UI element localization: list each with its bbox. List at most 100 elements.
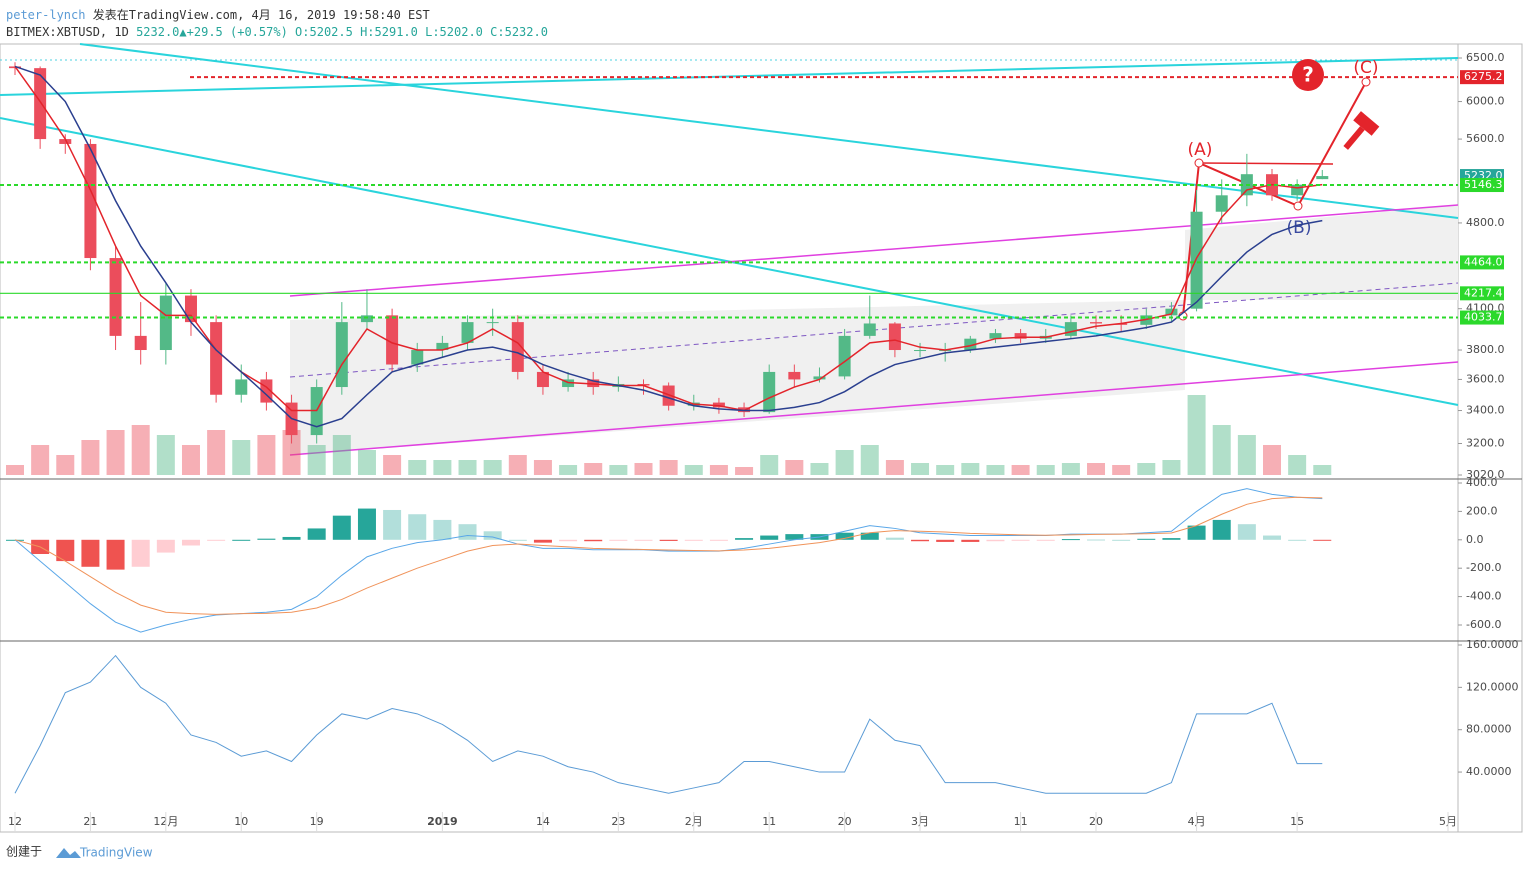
indicator-line: [14, 65, 1323, 428]
close: C:5232.0: [490, 25, 548, 39]
symbol: BITMEX:XBTUSD, 1D: [6, 25, 129, 39]
y-tick-label: 400.0: [1466, 476, 1498, 489]
volume-bar: [735, 467, 754, 475]
price-label-box: [1460, 286, 1504, 301]
candle-body: [235, 379, 248, 395]
candle-body: [159, 295, 172, 351]
volume-bar: [1061, 463, 1080, 475]
wave-point: [1194, 158, 1204, 168]
volume-bar: [508, 455, 527, 475]
trend-line: [79, 43, 1459, 219]
price-label: 4217.4: [1464, 286, 1503, 299]
candle-body: [1291, 184, 1304, 196]
candle-body: [335, 322, 348, 388]
histogram-bar: [860, 532, 879, 540]
header-line-2: BITMEX:XBTUSD, 1D 5232.0▲+29.5 (+0.57%) …: [6, 25, 548, 39]
volume-bar: [584, 463, 603, 475]
volume-bar: [1212, 425, 1231, 475]
indicator-line: [14, 496, 1323, 615]
volume-bar: [1112, 465, 1131, 475]
candle-body: [1090, 322, 1103, 324]
high: H:5291.0: [360, 25, 418, 39]
volume-bar: [760, 455, 779, 475]
volume-bar: [860, 445, 879, 475]
volume-bar: [1137, 463, 1156, 475]
open: O:5202.5: [295, 25, 353, 39]
histogram-bar: [1036, 539, 1055, 541]
candle-body: [436, 342, 449, 351]
candle-body: [1190, 211, 1203, 309]
volume-bar: [634, 463, 653, 475]
price-label: 6275.2: [1464, 70, 1503, 83]
y-tick-label: 6500.0: [1466, 51, 1505, 64]
price-label-box: [1460, 310, 1504, 325]
volume-bar: [785, 460, 804, 475]
y-tick-label: 160.0000: [1466, 638, 1519, 651]
histogram-bar: [634, 539, 653, 541]
candle-body: [1316, 176, 1329, 180]
y-tick-label: 200.0: [1466, 504, 1498, 517]
histogram-bar: [1137, 538, 1156, 540]
histogram-bar: [282, 536, 301, 540]
volume-bar: [961, 463, 980, 475]
candle-body: [134, 335, 147, 351]
y-tick-label: -200.0: [1466, 561, 1501, 574]
histogram-bar: [156, 539, 175, 553]
candle-body: [411, 350, 424, 365]
y-tick-label: 3600.0: [1466, 372, 1505, 385]
volume-bar: [986, 465, 1005, 475]
candle-body: [914, 350, 927, 352]
channel-line: [289, 361, 1459, 456]
histogram-bar: [1288, 539, 1307, 541]
candle-body: [1064, 322, 1077, 336]
histogram-bar: [257, 538, 276, 540]
candle-body: [210, 322, 223, 395]
indicator-line: [14, 488, 1323, 633]
histogram-bar: [483, 531, 502, 540]
histogram-bar: [735, 538, 754, 540]
histogram-bar: [408, 514, 427, 540]
volume-bar: [6, 465, 24, 475]
volume-bar: [257, 435, 276, 475]
wave-point: [1293, 201, 1303, 211]
candle-body: [989, 333, 1002, 339]
y-tick-label: 80.0000: [1466, 723, 1512, 736]
author[interactable]: peter-lynch: [6, 8, 86, 22]
candle-body: [536, 371, 549, 388]
volume-bar: [709, 465, 728, 475]
y-tick-label: 3400.0: [1466, 404, 1505, 417]
volume-bar: [885, 460, 904, 475]
histogram-bar: [131, 539, 150, 567]
histogram-bar: [533, 539, 552, 543]
histogram-bar: [181, 539, 200, 546]
price-label-box: [1460, 178, 1504, 193]
candle-body: [84, 143, 97, 259]
candle-body: [562, 379, 575, 388]
histogram-bar: [936, 539, 955, 542]
volume-bar: [458, 460, 477, 475]
histogram-bar: [81, 539, 100, 567]
change: +29.5 (+0.57%): [186, 25, 288, 39]
histogram-bar: [961, 539, 980, 542]
histogram-bar: [232, 539, 251, 541]
footer-brand[interactable]: TradingView: [79, 846, 153, 860]
candle-body: [386, 315, 399, 365]
histogram-bar: [383, 509, 402, 540]
histogram-bar: [357, 508, 376, 540]
volume-bar: [1263, 445, 1281, 475]
price-label: 4464.0: [1464, 255, 1503, 268]
candle-body: [788, 371, 801, 380]
candle-body: [637, 383, 650, 386]
volume-bar: [433, 460, 452, 475]
channel-line: [289, 204, 1459, 297]
header-line-1: peter-lynch 发表在TradingView.com, 4月 16, 2…: [6, 6, 430, 23]
histogram-bar: [1112, 539, 1131, 541]
volume-bar: [232, 440, 251, 475]
volume-bar: [307, 445, 326, 475]
histogram-bar: [332, 515, 351, 540]
logo: [56, 848, 81, 858]
histogram-bar: [1313, 539, 1332, 541]
y-tick-label: 40.0000: [1466, 765, 1512, 778]
volume-bar: [383, 455, 402, 475]
